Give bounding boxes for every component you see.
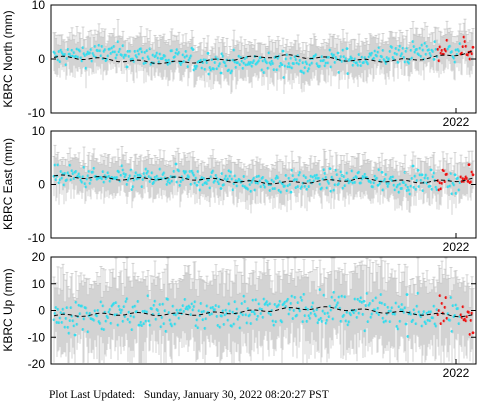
y-tick-label: 0 bbox=[38, 52, 45, 66]
data-point bbox=[405, 293, 409, 296]
data-point bbox=[125, 65, 129, 69]
recent-data-point bbox=[471, 173, 475, 177]
y-tick-label: -10 bbox=[28, 330, 46, 344]
data-point bbox=[420, 173, 424, 177]
x-tick-label: 2022 bbox=[443, 115, 470, 129]
y-axis-title: KBRC North (mm) bbox=[1, 10, 15, 107]
model-curve bbox=[53, 50, 474, 65]
footer-timestamp: Sunday, January 30, 2022 08:20:27 PST bbox=[143, 389, 329, 401]
data-point bbox=[206, 51, 210, 55]
x-tick-label: 2022 bbox=[443, 366, 470, 380]
data-point bbox=[191, 48, 195, 51]
data-points bbox=[52, 257, 475, 363]
data-point bbox=[336, 51, 340, 55]
y-tick-label: 10 bbox=[32, 0, 46, 12]
panel-1: -10 0 10 2022 KBRC North (mm) bbox=[1, 0, 477, 129]
y-axis-title: KBRC Up (mm) bbox=[1, 268, 15, 351]
data-point bbox=[219, 187, 223, 190]
data-point bbox=[416, 168, 420, 172]
recent-data-point bbox=[467, 163, 471, 167]
data-point bbox=[73, 333, 77, 337]
y-tick-label: -20 bbox=[28, 357, 46, 371]
data-point bbox=[362, 299, 366, 303]
y-tick-label: 10 bbox=[32, 124, 46, 138]
model-curve bbox=[53, 174, 474, 185]
model-curve bbox=[53, 306, 474, 318]
data-point bbox=[219, 71, 223, 75]
recent-data-point bbox=[471, 331, 475, 335]
y-tick-label: 0 bbox=[38, 178, 45, 192]
plot-updated-footer: Plot Last Updated: Sunday, January 30, 2… bbox=[49, 389, 329, 401]
y-tick-label: 20 bbox=[32, 250, 46, 264]
recent-data-point bbox=[466, 179, 470, 183]
y-tick-label: -10 bbox=[28, 106, 46, 120]
recent-data-point bbox=[471, 45, 475, 49]
y-axis-title: KBRC East (mm) bbox=[1, 138, 15, 230]
y-tick-label: -10 bbox=[28, 231, 46, 245]
data-point bbox=[328, 167, 332, 171]
data-point bbox=[281, 49, 285, 53]
panel-2: -10 0 10 2022 KBRC East (mm) bbox=[1, 124, 477, 254]
y-tick-label: 10 bbox=[32, 277, 46, 291]
data-point bbox=[195, 183, 199, 187]
footer-label: Plot Last Updated: bbox=[49, 389, 136, 401]
data-point bbox=[429, 168, 433, 172]
data-point bbox=[380, 170, 384, 174]
data-point bbox=[376, 183, 380, 187]
data-point bbox=[174, 162, 178, 166]
x-tick-label: 2022 bbox=[443, 240, 470, 254]
data-point bbox=[428, 184, 432, 188]
data-point bbox=[453, 173, 457, 177]
data-point bbox=[411, 164, 415, 168]
data-point bbox=[345, 47, 349, 51]
data-point bbox=[404, 322, 408, 326]
panel-3: -20 -10 0 10 20 2022 KBRC Up (mm) bbox=[1, 250, 477, 380]
y-tick-label: 0 bbox=[38, 304, 45, 318]
data-point bbox=[432, 57, 436, 61]
data-point bbox=[289, 190, 293, 194]
